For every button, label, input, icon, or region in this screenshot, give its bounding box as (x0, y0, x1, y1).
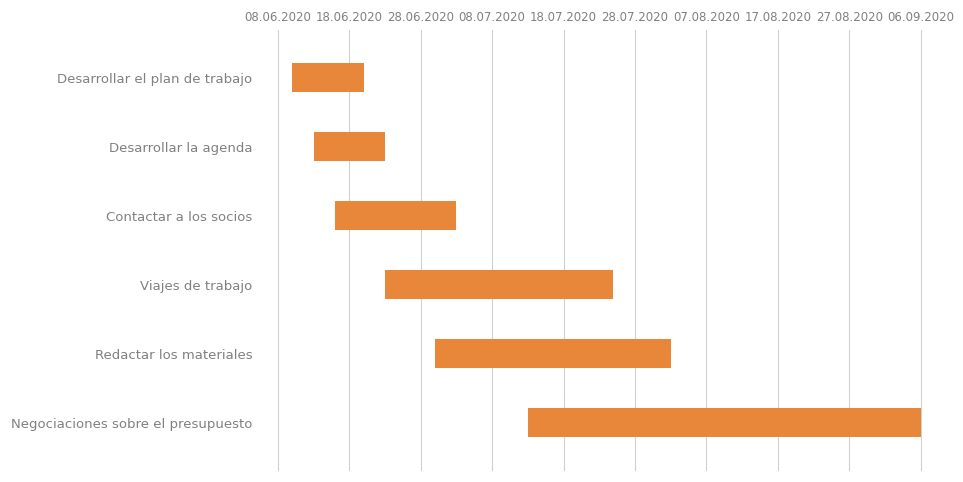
Bar (528, 408, 921, 437)
Bar (385, 270, 613, 299)
Bar (292, 64, 364, 93)
Bar (435, 339, 670, 368)
Bar (335, 201, 456, 230)
Bar (314, 133, 385, 161)
